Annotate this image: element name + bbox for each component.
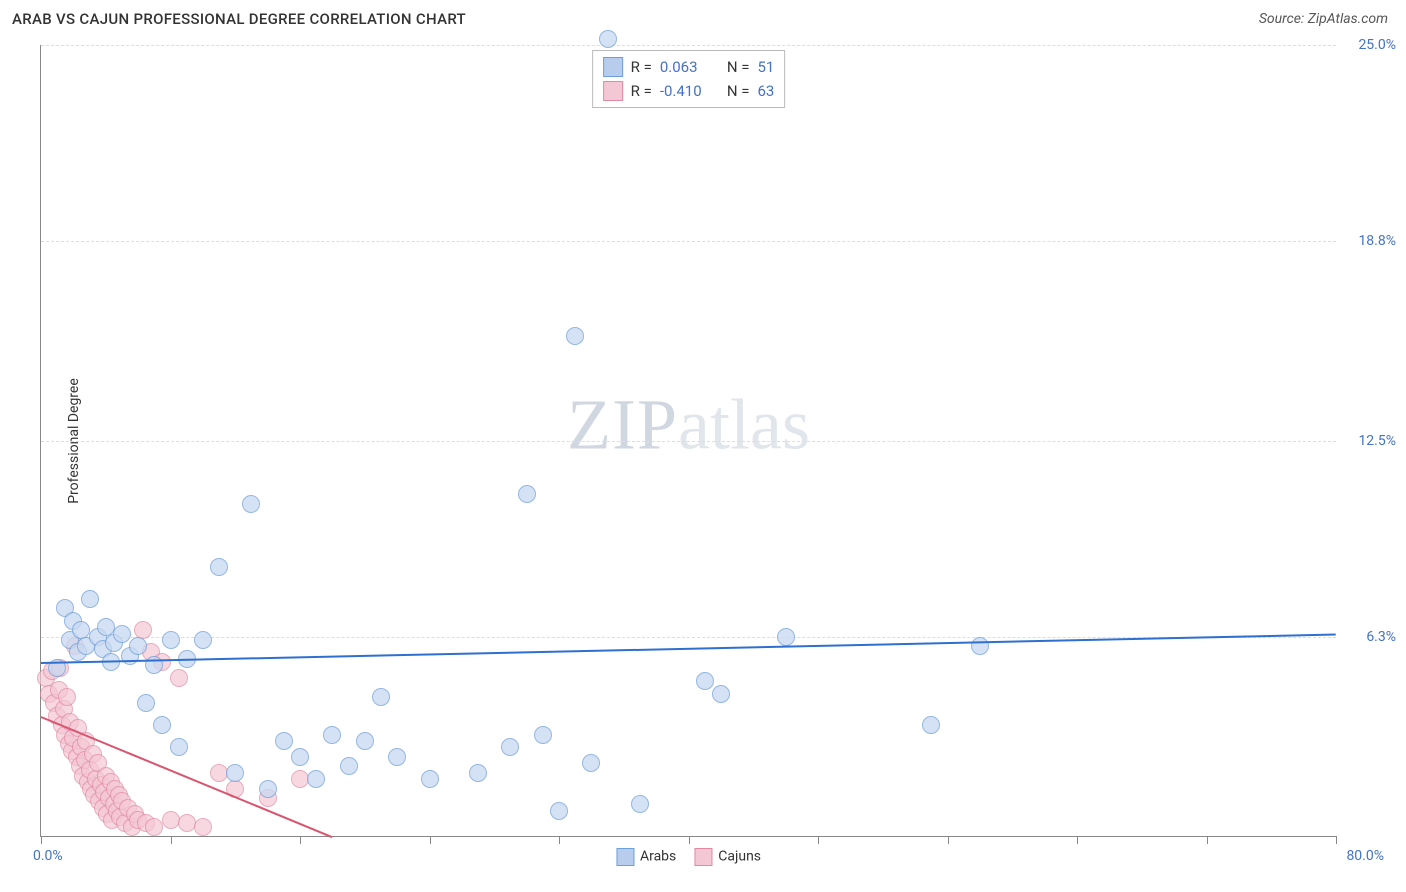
stats-legend-box: R = 0.063 N = 51 R = -0.410 N = 63: [592, 50, 786, 108]
point-arabs: [599, 30, 617, 48]
point-arabs: [323, 726, 341, 744]
x-tick: [1077, 836, 1078, 844]
point-arabs: [170, 738, 188, 756]
point-arabs: [501, 738, 519, 756]
x-tick: [1207, 836, 1208, 844]
point-arabs: [153, 716, 171, 734]
point-arabs: [421, 770, 439, 788]
grid-line: [41, 45, 1336, 46]
x-tick: [41, 836, 42, 844]
point-arabs: [81, 590, 99, 608]
x-tick: [1336, 836, 1337, 844]
x-tick: [430, 836, 431, 844]
point-arabs: [242, 495, 260, 513]
point-arabs: [712, 685, 730, 703]
stat-n-label: N =: [727, 58, 750, 76]
stat-n-arabs: 51: [757, 58, 774, 76]
x-tick: [818, 836, 819, 844]
point-arabs: [534, 726, 552, 744]
point-cajuns: [194, 818, 212, 836]
point-arabs: [194, 631, 212, 649]
point-arabs: [137, 694, 155, 712]
stat-r-cajuns: -0.410: [660, 82, 715, 100]
point-arabs: [777, 628, 795, 646]
point-arabs: [518, 485, 536, 503]
legend-label-cajuns: Cajuns: [718, 849, 761, 865]
point-arabs: [129, 637, 147, 655]
point-arabs: [226, 764, 244, 782]
x-axis-max-label: 80.0%: [1346, 848, 1384, 864]
point-arabs: [259, 780, 277, 798]
point-arabs: [372, 688, 390, 706]
legend-label-arabs: Arabs: [640, 849, 676, 865]
point-arabs: [631, 795, 649, 813]
chart-title: ARAB VS CAJUN PROFESSIONAL DEGREE CORREL…: [12, 10, 466, 28]
x-tick: [559, 836, 560, 844]
point-cajuns: [162, 811, 180, 829]
x-tick: [171, 836, 172, 844]
y-tick-label: 6.3%: [1366, 629, 1396, 645]
point-arabs: [696, 672, 714, 690]
point-arabs: [356, 732, 374, 750]
stat-r-label: R =: [631, 82, 652, 100]
swatch-cajuns: [603, 81, 623, 101]
swatch-cajuns-sm: [694, 848, 712, 866]
y-tick-label: 18.8%: [1358, 233, 1396, 249]
stat-r-label: R =: [631, 58, 652, 76]
x-axis-min-label: 0.0%: [33, 848, 63, 864]
stat-n-cajuns: 63: [757, 82, 774, 100]
stat-r-arabs: 0.063: [660, 58, 715, 76]
point-arabs: [388, 748, 406, 766]
plot-area: 6.3%12.5%18.8%25.0%: [41, 45, 1336, 836]
point-arabs: [113, 625, 131, 643]
point-cajuns: [170, 669, 188, 687]
point-arabs: [971, 637, 989, 655]
y-tick-label: 25.0%: [1358, 37, 1396, 53]
stats-row-cajuns: R = -0.410 N = 63: [603, 79, 775, 103]
point-arabs: [566, 327, 584, 345]
trend-line-arabs: [41, 633, 1336, 663]
point-arabs: [340, 757, 358, 775]
scatter-chart: Professional Degree ZIPatlas 6.3%12.5%18…: [40, 45, 1336, 837]
point-arabs: [307, 770, 325, 788]
x-tick: [300, 836, 301, 844]
grid-line: [41, 241, 1336, 242]
point-arabs: [210, 558, 228, 576]
point-arabs: [275, 732, 293, 750]
point-arabs: [162, 631, 180, 649]
chart-source: Source: ZipAtlas.com: [1259, 11, 1388, 27]
point-cajuns: [178, 814, 196, 832]
stats-row-arabs: R = 0.063 N = 51: [603, 55, 775, 79]
chart-header: ARAB VS CAJUN PROFESSIONAL DEGREE CORREL…: [0, 0, 1406, 36]
point-arabs: [550, 802, 568, 820]
point-arabs: [582, 754, 600, 772]
bottom-legend: Arabs Cajuns: [616, 848, 761, 866]
point-arabs: [922, 716, 940, 734]
x-tick: [948, 836, 949, 844]
point-arabs: [291, 748, 309, 766]
y-tick-label: 12.5%: [1358, 433, 1396, 449]
legend-item-arabs: Arabs: [616, 848, 676, 866]
point-arabs: [469, 764, 487, 782]
swatch-arabs: [603, 57, 623, 77]
stat-n-label: N =: [727, 82, 750, 100]
point-cajuns: [58, 688, 76, 706]
x-tick: [689, 836, 690, 844]
legend-item-cajuns: Cajuns: [694, 848, 761, 866]
swatch-arabs-sm: [616, 848, 634, 866]
grid-line: [41, 441, 1336, 442]
